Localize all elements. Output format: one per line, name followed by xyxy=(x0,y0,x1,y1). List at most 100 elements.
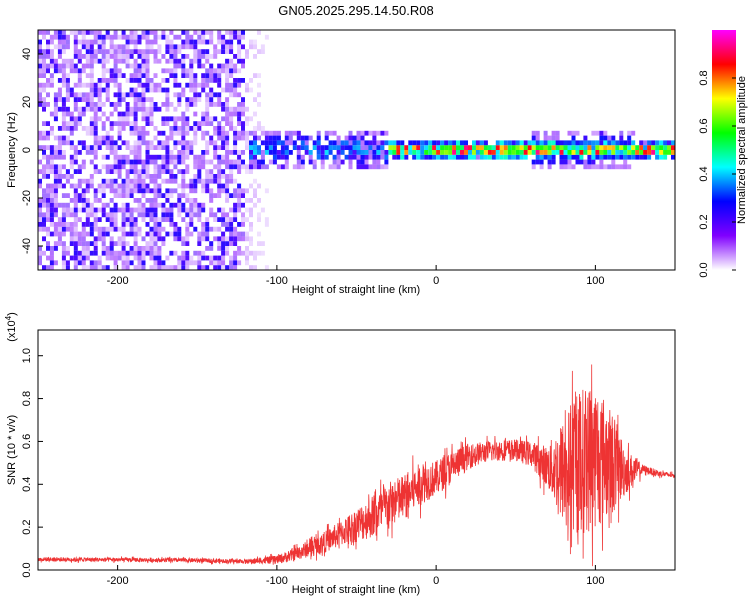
spectrogram-cell xyxy=(38,92,42,98)
spectrogram-cell xyxy=(89,183,94,189)
spectrogram-cell xyxy=(117,174,122,179)
spectrogram-cell xyxy=(89,82,94,88)
spectrogram-cell xyxy=(384,140,389,146)
spectrogram-cell xyxy=(141,58,146,64)
spectrogram-cell xyxy=(464,140,468,146)
spectrogram-cell xyxy=(503,145,508,150)
spectrogram-cell xyxy=(113,217,118,222)
spectrogram-cell xyxy=(49,126,54,131)
spectrogram-cell xyxy=(46,159,50,165)
spectrogram-cell xyxy=(101,111,106,117)
spectrogram-cell xyxy=(209,92,214,98)
spectrogram-cell xyxy=(153,34,158,40)
spectrogram-cell xyxy=(169,231,174,237)
spectrogram-cell xyxy=(65,111,70,117)
spectrogram-cell xyxy=(316,135,321,141)
spectrogram-cell xyxy=(205,183,210,189)
spectrogram-cell xyxy=(117,164,122,170)
spectrogram-cell xyxy=(161,140,166,146)
spectrogram-cell xyxy=(129,159,134,165)
spectrogram-cell xyxy=(57,63,62,69)
spectrogram-cell xyxy=(189,217,194,222)
spectrogram-cell xyxy=(631,154,636,160)
spectrogram-cell xyxy=(61,241,66,246)
spectrogram-cell xyxy=(237,130,242,136)
spectrogram-cell xyxy=(97,49,102,54)
spectrogram-cell xyxy=(559,140,564,146)
spectrogram-cell xyxy=(288,150,293,155)
spectrogram-cell xyxy=(229,63,234,69)
spectrogram-cell xyxy=(153,106,158,112)
spectrogram-cell xyxy=(169,54,174,59)
spectrogram-cell xyxy=(137,82,142,88)
spectrogram-cell xyxy=(197,159,202,165)
spectrogram-cell xyxy=(483,150,488,155)
spectrogram-cell xyxy=(213,102,218,107)
spectrogram-cell xyxy=(579,150,584,155)
spectrogram-cell xyxy=(113,140,118,146)
spectrogram-cell xyxy=(229,226,234,232)
spectrogram-cell xyxy=(81,97,86,102)
spectrogram-cell xyxy=(77,207,82,213)
spectrogram-cell xyxy=(197,178,202,184)
spectrogram-cell xyxy=(153,265,158,270)
spectrogram-cell xyxy=(121,126,126,131)
spectrogram-cell xyxy=(77,150,82,155)
spectrogram-cell xyxy=(189,198,194,203)
spectrogram-cell xyxy=(547,145,552,150)
spectrogram-cell xyxy=(360,130,365,136)
spectrogram-cell xyxy=(137,49,142,54)
spectrogram-cell xyxy=(201,39,206,45)
spectrogram-cell xyxy=(38,63,42,69)
spectrogram-cell xyxy=(133,178,138,184)
spectrogram-cell xyxy=(241,150,245,155)
spectrogram-cell xyxy=(527,145,532,150)
spectrogram-cell xyxy=(655,145,660,150)
spectrogram-cell xyxy=(105,226,110,232)
spectrogram-cell xyxy=(161,68,166,74)
spectrogram-cell xyxy=(113,54,118,59)
spectrogram-cell xyxy=(165,49,170,54)
spectrogram-cell xyxy=(237,49,242,54)
spectrogram-cell xyxy=(101,178,106,184)
spectrogram-cell xyxy=(336,150,341,155)
spectrogram-cell xyxy=(105,145,110,150)
spectrogram-cell xyxy=(221,154,226,160)
spectrogram-cell xyxy=(229,68,234,74)
spectrogram-cell xyxy=(69,164,74,170)
spectrogram-cell xyxy=(193,73,198,78)
spectrogram-cell xyxy=(133,39,138,45)
spectrogram-cell xyxy=(173,250,178,256)
spectrogram-cell xyxy=(559,159,564,165)
spectrogram-cell xyxy=(296,164,301,170)
spectrogram-cell xyxy=(567,164,572,170)
spectrogram-cell xyxy=(73,198,78,203)
spectrogram-cell xyxy=(280,164,285,170)
spectrogram-cell xyxy=(93,222,98,227)
spectrogram-cell xyxy=(101,183,106,189)
spectrogram-cell xyxy=(300,164,305,170)
spectrogram-cell xyxy=(53,183,58,189)
spectrogram-cell xyxy=(615,150,620,155)
spectrogram-cell xyxy=(121,34,126,40)
spectrogram-cell xyxy=(233,63,238,69)
spectrogram-cell xyxy=(245,87,249,93)
spectrogram-cell xyxy=(129,212,134,218)
spectrogram-cell xyxy=(101,63,106,69)
spectrogram-cell xyxy=(69,126,74,131)
spectrogram-cell xyxy=(165,178,170,184)
spectrogram-cell xyxy=(209,241,214,246)
spectrogram-cell xyxy=(233,241,238,246)
spectrogram-cell xyxy=(46,44,50,50)
spectrogram-cell xyxy=(237,246,242,251)
spectrogram-cell xyxy=(209,212,214,218)
spectrogram-cell xyxy=(551,145,556,150)
spectrogram-cell xyxy=(209,97,214,102)
spectrogram-cell xyxy=(229,260,234,266)
spectrogram-cell xyxy=(392,145,397,150)
spectrogram-cell xyxy=(53,102,58,107)
spectrogram-cell xyxy=(113,250,118,256)
spectrogram-cell xyxy=(61,193,66,198)
spectrogram-cell xyxy=(149,241,154,246)
colorbar-tick-label: 0.8 xyxy=(698,70,710,85)
